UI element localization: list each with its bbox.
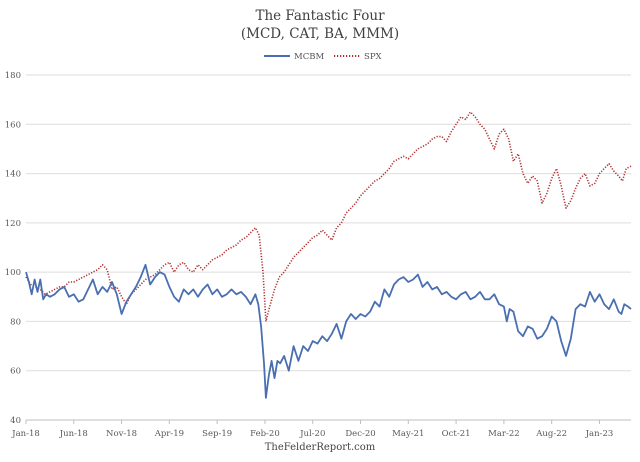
- gridlines: [26, 74, 631, 421]
- y-tick-label: 140: [5, 170, 21, 180]
- x-tick-label: Jun-18: [59, 429, 88, 439]
- x-tick-label: May-21: [392, 429, 424, 439]
- y-tick-label: 120: [5, 219, 21, 229]
- y-tick-label: 180: [5, 71, 21, 81]
- x-axis: Jan-18 Jun-18 Nov-18 Apr-19 Sep-19 Feb-20 Jul-…: [11, 419, 631, 439]
- x-tick-label: Jul-20: [299, 429, 325, 439]
- source-credit: TheFelderReport.com: [265, 442, 376, 453]
- y-tick-label: 100: [5, 268, 21, 278]
- series-line-spx: [25, 111, 632, 323]
- x-tick-label: Feb-20: [250, 429, 280, 439]
- x-tick-label: Nov-18: [106, 429, 137, 439]
- y-tick-label: 40: [10, 416, 21, 426]
- y-tick-label: 80: [10, 317, 21, 327]
- x-tick-label: Apr-19: [154, 429, 184, 439]
- series-line-mcbm: [25, 263, 632, 399]
- legend-mcbm-label: MCBM: [294, 52, 324, 62]
- chart-title: The Fantastic Four: [255, 8, 385, 24]
- x-tick-label: Aug-22: [535, 429, 567, 439]
- y-tick-label: 160: [5, 120, 21, 130]
- x-tick-label: Mar-22: [488, 429, 520, 439]
- x-tick-label: Dec-20: [345, 429, 375, 439]
- x-tick-label: Jan-23: [585, 429, 614, 439]
- x-tick-label: Jan-18: [11, 429, 40, 439]
- legend: MCBM SPX: [264, 52, 383, 62]
- plot-area: [25, 111, 632, 399]
- y-tick-label: 60: [10, 367, 21, 377]
- chart-subtitle: (MCD, CAT, BA, MMM): [241, 26, 399, 42]
- y-axis: 40 60 80 100 120 140 160 180: [5, 71, 21, 426]
- x-tick-label: Sep-19: [202, 429, 232, 439]
- x-tick-label: Oct-21: [442, 429, 471, 439]
- legend-spx-label: SPX: [364, 52, 383, 62]
